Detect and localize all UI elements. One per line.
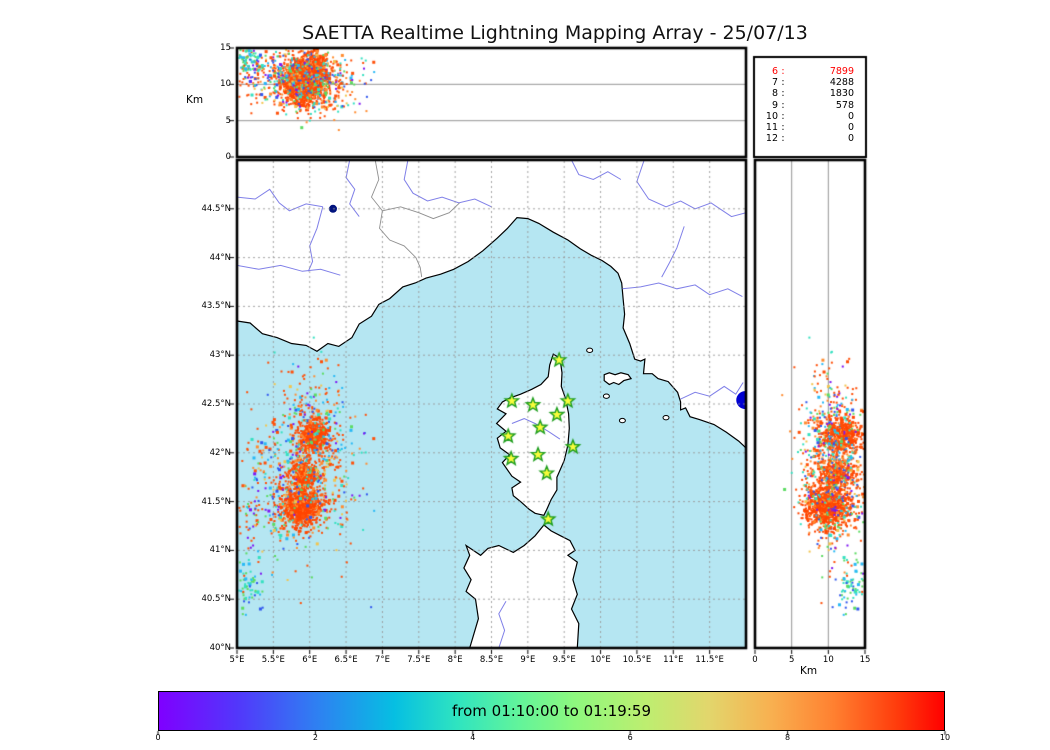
map-lat-tick: 42.5°N: [201, 399, 231, 409]
station-source-count: 578: [835, 99, 854, 111]
colorbar-time-range-label: from 01:10:00 to 01:19:59: [451, 702, 651, 720]
colorbar-tick: 2: [312, 733, 318, 742]
map-lon-tick: 10.5°E: [622, 655, 652, 665]
station-source-count: 0: [847, 110, 854, 122]
map-lat-tick: 44°N: [209, 252, 231, 263]
top-panel-ytick: 0: [225, 152, 231, 162]
map-lon-tick: 7.5°E: [407, 655, 431, 665]
map-lon-tick: 7°E: [374, 655, 390, 665]
right-panel-xtick: 10: [822, 655, 834, 665]
map-lon-tick: 11.5°E: [695, 655, 724, 665]
station-id: 7: [771, 77, 778, 89]
station-id: 10: [765, 110, 778, 122]
map-lon-tick: 6.5°E: [334, 655, 358, 665]
top-panel-ytick: 5: [225, 115, 231, 126]
station-count-row: 10:0: [756, 111, 860, 122]
right-panel-xtick: 0: [752, 655, 758, 665]
station-count-row: 12:0: [756, 133, 860, 144]
station-stats-panel: 6:7899 7:4288 8:1830 9:578 10:0 11:0 12:0: [756, 66, 860, 144]
station-source-count: 0: [847, 122, 854, 134]
station-id: 8: [771, 88, 778, 100]
map-lat-tick: 44.5°N: [201, 203, 231, 214]
map-lon-tick: 8.5°E: [479, 655, 504, 665]
map-lon-tick: 9°E: [520, 655, 536, 665]
map-lat-tick: 41°N: [209, 545, 231, 556]
right-panel-xtick: 5: [788, 655, 795, 665]
map-lat-tick: 43°N: [209, 350, 231, 361]
station-source-count: 0: [847, 133, 854, 145]
station-count-row: 9:578: [756, 100, 860, 111]
map-lon-tick: 10°E: [590, 655, 611, 665]
station-id: 11: [765, 122, 778, 134]
station-source-count: 4288: [829, 77, 854, 89]
map-lat-tick: 43.5°N: [201, 301, 231, 312]
station-count-row: 6:7899: [756, 66, 860, 77]
colorbar-tick: 4: [470, 733, 476, 742]
map-lon-tick: 9.5°E: [552, 655, 576, 665]
map-lat-tick: 40.5°N: [201, 594, 231, 605]
map-lon-tick: 5°E: [229, 655, 245, 665]
station-id: 9: [771, 99, 778, 111]
colorbar-tick: 10: [939, 733, 951, 742]
right-panel-xtick: 15: [859, 655, 871, 665]
map-lat-tick: 42°N: [209, 447, 231, 458]
station-source-count: 1830: [829, 88, 854, 100]
station-count-row: 8:1830: [756, 88, 860, 99]
colorbar-tick: 8: [785, 733, 791, 742]
map-lon-tick: 8°E: [447, 655, 463, 665]
station-count-row: 7:4288: [756, 77, 860, 88]
top-panel-ylabel: Km: [186, 94, 204, 106]
station-count-row: 11:0: [756, 122, 860, 133]
colorbar-tick: 6: [627, 733, 633, 742]
map-lon-tick: 5.5°E: [261, 655, 285, 665]
top-panel-ytick: 10: [220, 79, 231, 90]
colorbar-tick: 0: [155, 733, 161, 742]
top-panel-ytick: 15: [220, 43, 231, 53]
time-colorbar: [158, 691, 945, 731]
map-lat-tick: 40°N: [209, 643, 231, 653]
station-id: 12: [765, 133, 778, 145]
map-lat-tick: 41.5°N: [201, 496, 231, 507]
right-panel-xlabel: Km: [800, 665, 818, 677]
map-lon-tick: 11°E: [663, 655, 684, 665]
map-lon-tick: 6°E: [302, 655, 318, 665]
station-source-count: 7899: [829, 66, 854, 77]
station-id: 6: [771, 66, 778, 77]
